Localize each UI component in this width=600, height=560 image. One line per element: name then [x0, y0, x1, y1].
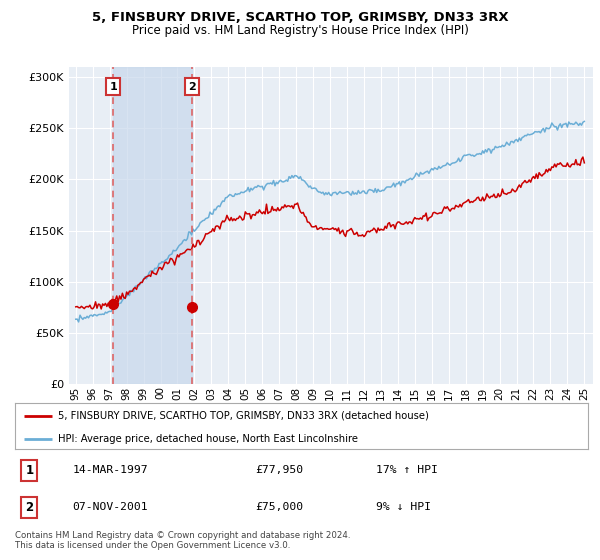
Text: 17% ↑ HPI: 17% ↑ HPI [376, 465, 438, 475]
Text: 14-MAR-1997: 14-MAR-1997 [73, 465, 148, 475]
Text: Contains HM Land Registry data © Crown copyright and database right 2024.
This d: Contains HM Land Registry data © Crown c… [15, 531, 350, 550]
Text: 5, FINSBURY DRIVE, SCARTHO TOP, GRIMSBY, DN33 3RX: 5, FINSBURY DRIVE, SCARTHO TOP, GRIMSBY,… [92, 11, 508, 24]
Text: 07-NOV-2001: 07-NOV-2001 [73, 502, 148, 512]
Text: 5, FINSBURY DRIVE, SCARTHO TOP, GRIMSBY, DN33 3RX (detached house): 5, FINSBURY DRIVE, SCARTHO TOP, GRIMSBY,… [58, 410, 429, 421]
Text: £77,950: £77,950 [256, 465, 304, 475]
Bar [113, 67, 192, 384]
Text: 2: 2 [188, 82, 196, 92]
Text: 1: 1 [25, 464, 34, 477]
Text: HPI: Average price, detached house, North East Lincolnshire: HPI: Average price, detached house, Nort… [58, 433, 358, 444]
Text: £75,000: £75,000 [256, 502, 304, 512]
Text: 1: 1 [109, 82, 117, 92]
Text: 2: 2 [25, 501, 34, 514]
Text: 9% ↓ HPI: 9% ↓ HPI [376, 502, 431, 512]
Text: Price paid vs. HM Land Registry's House Price Index (HPI): Price paid vs. HM Land Registry's House … [131, 24, 469, 36]
